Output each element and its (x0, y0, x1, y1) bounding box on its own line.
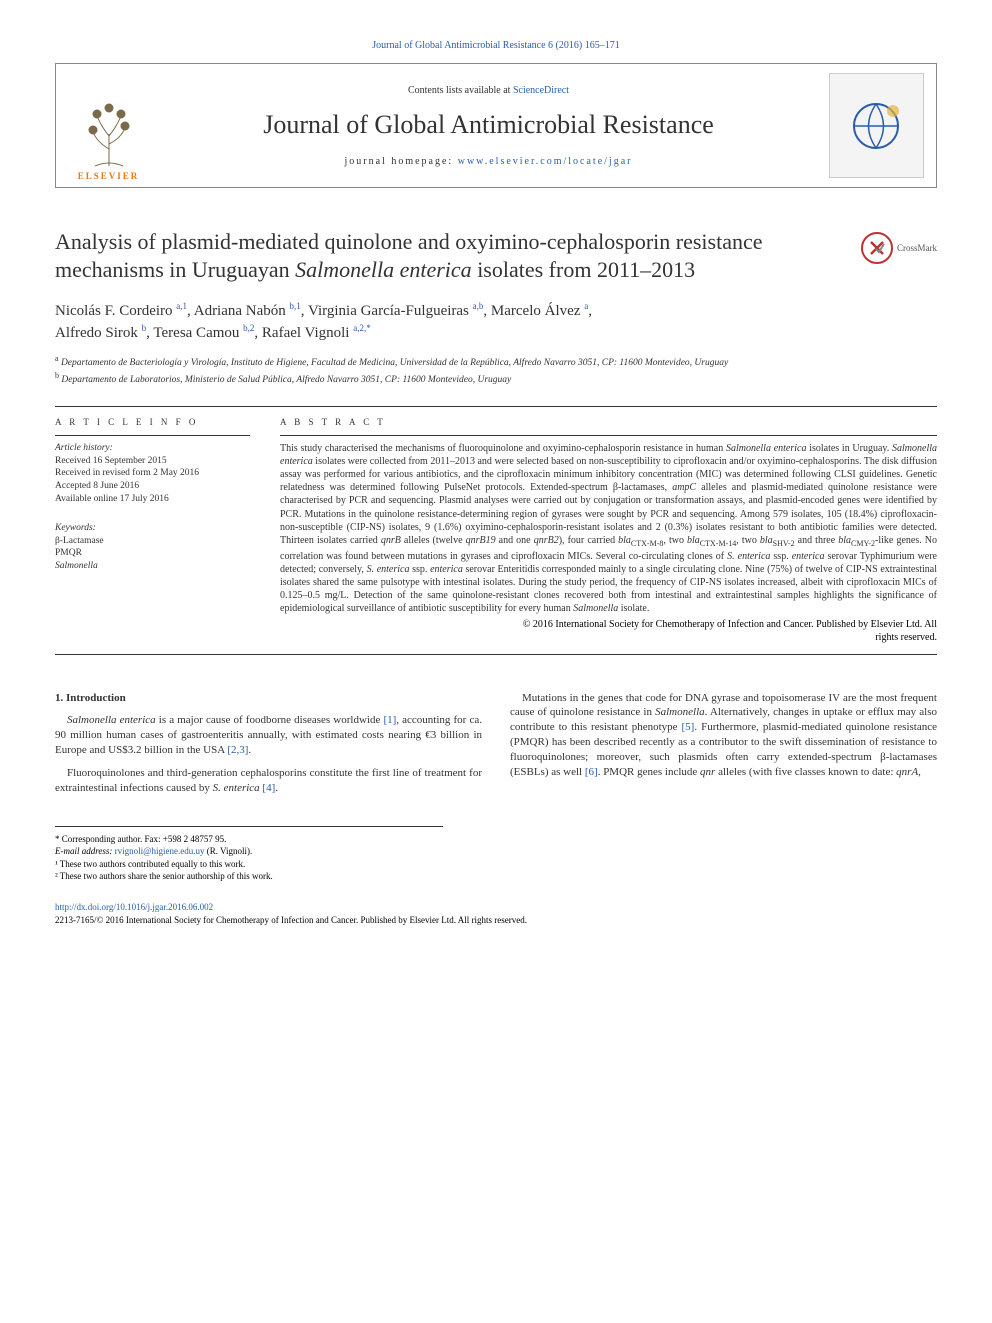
crossmark-icon (861, 232, 893, 264)
abstract-column: A B S T R A C T This study characterised… (280, 417, 937, 644)
title-part-c: isolates from 2011–2013 (472, 257, 695, 282)
ref-link[interactable]: [2,3] (227, 744, 248, 756)
sciencedirect-link[interactable]: ScienceDirect (513, 85, 569, 96)
divider (55, 435, 250, 436)
author: Adriana Nabón b,1 (194, 303, 301, 319)
journal-cover-icon (829, 73, 924, 178)
publisher-logo-box: ELSEVIER (56, 64, 161, 187)
publisher-name: ELSEVIER (78, 171, 140, 181)
doi-link[interactable]: http://dx.doi.org/10.1016/j.jgar.2016.06… (55, 902, 213, 912)
email-line: E-mail address: rvignoli@higiene.edu.uy … (55, 845, 443, 858)
author: Teresa Camou b,2 (153, 325, 254, 341)
divider (55, 406, 937, 407)
contents-prefix: Contents lists available at (408, 85, 513, 96)
title-part-b: Salmonella enterica (295, 257, 472, 282)
masthead-center: Contents lists available at ScienceDirec… (161, 64, 816, 187)
email-link[interactable]: rvignoli@higiene.edu.uy (115, 846, 205, 856)
history-label: Article history: (55, 443, 113, 453)
keyword: Salmonella (55, 561, 98, 571)
article-info-column: A R T I C L E I N F O Article history: R… (55, 417, 250, 644)
abstract-copyright: © 2016 International Society for Chemoth… (280, 618, 937, 644)
author: Nicolás F. Cordeiro a,1 (55, 303, 187, 319)
ref-link[interactable]: [6] (585, 766, 598, 778)
homepage-line: journal homepage: www.elsevier.com/locat… (171, 156, 806, 167)
homepage-link[interactable]: www.elsevier.com/locate/jgar (458, 156, 633, 167)
masthead: ELSEVIER Contents lists available at Sci… (55, 63, 937, 188)
article-title: Analysis of plasmid-mediated quinolone a… (55, 228, 849, 284)
body-columns: 1. Introduction Salmonella enterica is a… (55, 691, 937, 796)
cover-thumb-box (816, 64, 936, 187)
footer-copyright: 2213-7165/© 2016 International Society f… (55, 915, 527, 925)
info-heading: A R T I C L E I N F O (55, 417, 250, 427)
author: Marcelo Álvez a (491, 303, 588, 319)
author: Rafael Vignoli a,2,* (262, 325, 371, 341)
footnote: ¹ These two authors contributed equally … (55, 858, 443, 871)
corresponding-author: * Corresponding author. Fax: +598 2 4875… (55, 833, 443, 846)
journal-name: Journal of Global Antimicrobial Resistan… (171, 110, 806, 140)
body-paragraph: Fluoroquinolones and third-generation ce… (55, 766, 482, 796)
homepage-prefix: journal homepage: (345, 156, 458, 167)
article-history: Article history: Received 16 September 2… (55, 442, 250, 506)
crossmark-badge[interactable]: CrossMark (861, 232, 937, 264)
abstract-heading: A B S T R A C T (280, 417, 937, 427)
abstract-text: This study characterised the mechanisms … (280, 442, 937, 616)
history-item: Accepted 8 June 2016 (55, 481, 139, 491)
authors-line: Nicolás F. Cordeiro a,1, Adriana Nabón b… (55, 300, 937, 343)
history-item: Available online 17 July 2016 (55, 494, 169, 504)
crossmark-label: CrossMark (897, 243, 937, 253)
ref-link[interactable]: [5] (682, 721, 695, 733)
divider (280, 435, 937, 436)
contents-line: Contents lists available at ScienceDirec… (171, 85, 806, 96)
author: Virginia García-Fulgueiras a,b (308, 303, 483, 319)
keywords-block: Keywords: β-Lactamase PMQR Salmonella (55, 522, 250, 573)
history-item: Received in revised form 2 May 2016 (55, 468, 199, 478)
ref-link[interactable]: [1] (383, 714, 396, 726)
history-item: Received 16 September 2015 (55, 456, 167, 466)
footnotes: * Corresponding author. Fax: +598 2 4875… (55, 826, 443, 883)
keyword: PMQR (55, 548, 82, 558)
affiliation: b Departamento de Laboratorios, Minister… (55, 370, 937, 387)
affiliations: a Departamento de Bacteriología y Virolo… (55, 353, 937, 388)
footnote: ² These two authors share the senior aut… (55, 870, 443, 883)
body-paragraph: Salmonella enterica is a major cause of … (55, 713, 482, 758)
section-heading: 1. Introduction (55, 691, 482, 706)
keyword: β-Lactamase (55, 536, 104, 546)
divider (55, 654, 937, 655)
keywords-label: Keywords: (55, 523, 96, 533)
body-paragraph: Mutations in the genes that code for DNA… (510, 691, 937, 780)
top-citation: Journal of Global Antimicrobial Resistan… (55, 40, 937, 51)
page-footer: http://dx.doi.org/10.1016/j.jgar.2016.06… (55, 901, 937, 926)
affiliation: a Departamento de Bacteriología y Virolo… (55, 353, 937, 370)
ref-link[interactable]: [4] (262, 782, 275, 794)
author: Alfredo Sirok b (55, 325, 146, 341)
elsevier-tree-icon (79, 94, 139, 169)
